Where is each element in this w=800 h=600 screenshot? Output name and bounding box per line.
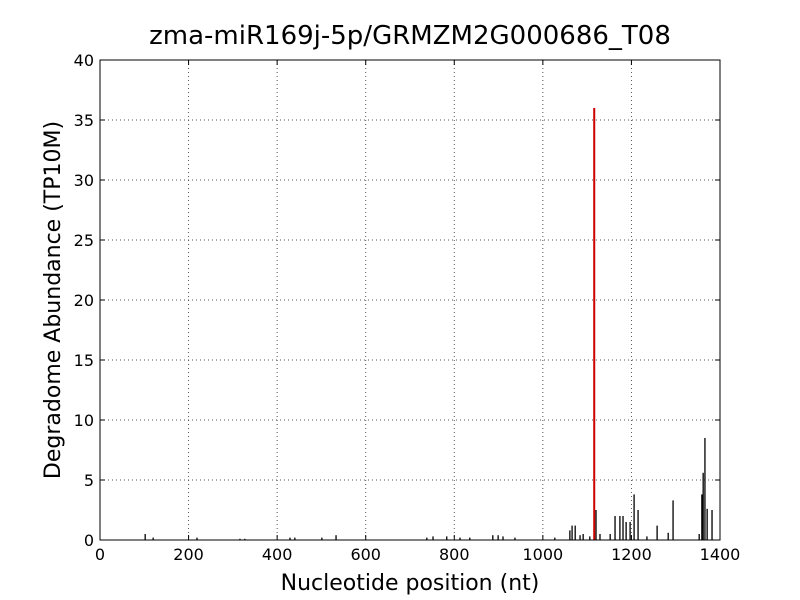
y-axis-label: Degradome Abundance (TP10M) xyxy=(41,121,66,479)
x-tick-label: 200 xyxy=(173,545,204,564)
plot-frame xyxy=(99,59,721,541)
x-tick-label: 800 xyxy=(439,545,470,564)
y-tick-label: 15 xyxy=(74,351,94,370)
chart-title: zma-miR169j-5p/GRMZM2G000686_T08 xyxy=(149,21,671,51)
x-axis-label: Nucleotide position (nt) xyxy=(281,571,540,596)
x-tick-label: 1000 xyxy=(522,545,563,564)
y-tick-label: 10 xyxy=(74,411,94,430)
y-tick-label: 0 xyxy=(84,531,94,550)
y-tick-label: 35 xyxy=(74,111,94,130)
x-tick-label: 400 xyxy=(262,545,293,564)
x-tick-label: 1200 xyxy=(611,545,652,564)
y-tick-label: 5 xyxy=(84,471,94,490)
y-tick-label: 30 xyxy=(74,171,94,190)
x-tick-label: 600 xyxy=(350,545,381,564)
y-tick-label: 25 xyxy=(74,231,94,250)
x-tick-label: 0 xyxy=(95,545,105,564)
x-tick-label: 1400 xyxy=(700,545,741,564)
y-tick-label: 40 xyxy=(74,51,94,70)
y-tick-label: 20 xyxy=(74,291,94,310)
